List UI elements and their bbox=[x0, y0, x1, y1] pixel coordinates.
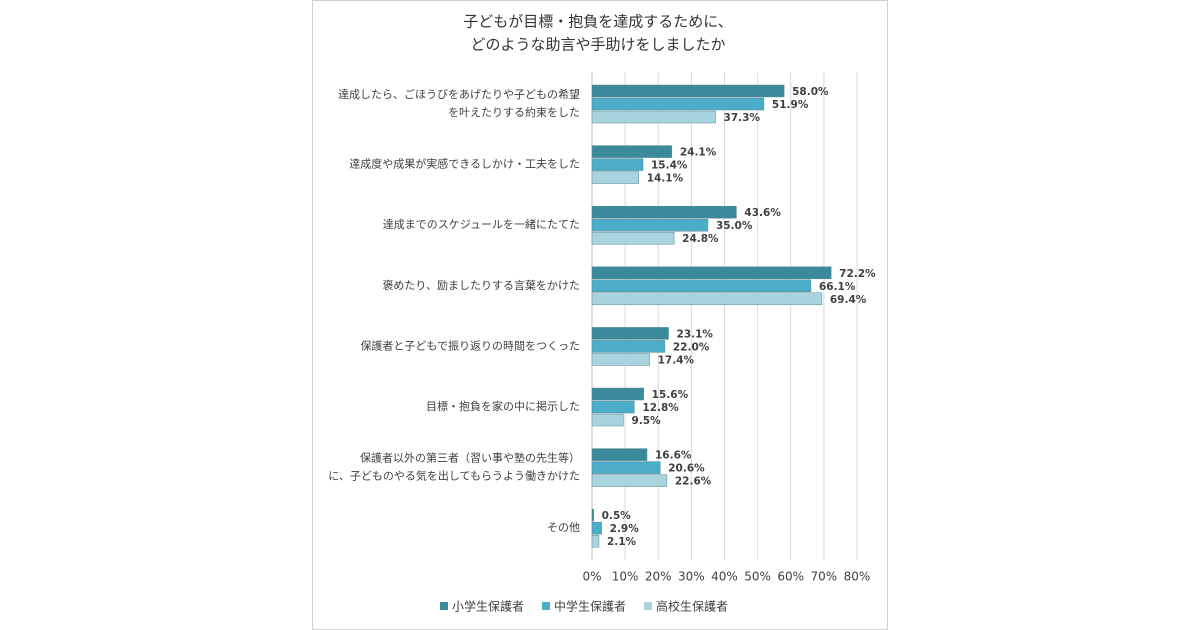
value-label: 72.2% bbox=[839, 268, 876, 280]
value-label: 58.0% bbox=[792, 86, 829, 98]
legend-label: 中学生保護者 bbox=[554, 599, 626, 614]
y-tick-label: 達成したら、ごほうびをあげたりや子どもの希望 bbox=[338, 87, 580, 101]
value-label: 2.1% bbox=[607, 536, 637, 548]
value-label: 15.4% bbox=[651, 160, 688, 172]
chart-title: 子どもが目標・抱負を達成するために、 bbox=[463, 13, 733, 31]
x-tick-label: 60% bbox=[777, 570, 804, 584]
y-tick-label: 達成度や成果が実感できるしかけ・工夫をした bbox=[349, 157, 580, 171]
bar bbox=[591, 292, 823, 306]
y-tick-label: 保護者と子どもで振り返りの時間をつくった bbox=[360, 338, 580, 352]
x-tick-label: 20% bbox=[645, 570, 672, 584]
y-tick-label: 保護者以外の第三者（習い事や塾の先生等） bbox=[360, 451, 580, 465]
bar bbox=[591, 534, 600, 548]
y-tick-label: を叶えたりする約束をした bbox=[448, 105, 580, 119]
bar bbox=[591, 413, 624, 427]
value-label: 66.1% bbox=[819, 281, 856, 293]
bar bbox=[591, 84, 785, 98]
y-tick-label: 褒めたり、励ましたりする言葉をかけた bbox=[382, 278, 580, 292]
bar bbox=[591, 340, 666, 353]
bar bbox=[591, 110, 716, 124]
value-label: 35.0% bbox=[716, 220, 753, 232]
value-label: 16.6% bbox=[655, 450, 692, 462]
value-label: 22.6% bbox=[675, 476, 712, 488]
value-label: 15.6% bbox=[652, 389, 689, 401]
bar bbox=[591, 508, 594, 522]
y-tick-label: 目標・抱負を家の中に掲示した bbox=[426, 399, 580, 413]
value-label: 2.9% bbox=[610, 523, 640, 535]
x-tick-label: 50% bbox=[744, 570, 771, 584]
value-label: 69.4% bbox=[830, 294, 867, 306]
bar bbox=[591, 145, 673, 158]
legend-label: 小学生保護者 bbox=[452, 599, 524, 614]
legend-swatch bbox=[440, 602, 448, 610]
legend-swatch bbox=[542, 602, 551, 610]
value-label: 12.8% bbox=[642, 402, 679, 414]
bar bbox=[591, 279, 812, 293]
bar bbox=[591, 171, 639, 184]
x-tick-label: 0% bbox=[582, 570, 601, 584]
y-tick-label: 達成までのスケジュールを一緒にたてた bbox=[383, 217, 580, 231]
bar bbox=[591, 521, 602, 535]
y-tick-label: に、子どものやる気を出してもらうよう働きかけた bbox=[328, 469, 580, 483]
x-tick-label: 70% bbox=[811, 570, 838, 584]
value-label: 24.1% bbox=[680, 147, 717, 159]
x-tick-label: 10% bbox=[612, 570, 639, 584]
bar bbox=[591, 266, 832, 280]
legend-swatch bbox=[644, 602, 653, 610]
y-tick-label: その他 bbox=[547, 521, 580, 534]
value-label: 9.5% bbox=[631, 415, 661, 427]
value-label: 20.6% bbox=[668, 463, 705, 475]
bar bbox=[591, 231, 675, 245]
bar bbox=[591, 205, 737, 219]
value-label: 43.6% bbox=[744, 207, 781, 219]
bar bbox=[591, 218, 709, 232]
value-label: 22.0% bbox=[673, 341, 710, 353]
bar bbox=[591, 448, 648, 461]
bar bbox=[591, 327, 669, 340]
bar bbox=[591, 474, 668, 487]
value-label: 14.1% bbox=[647, 173, 684, 185]
value-label: 37.3% bbox=[724, 112, 761, 124]
bar bbox=[591, 461, 661, 474]
value-label: 24.8% bbox=[682, 233, 719, 245]
legend-label: 高校生保護者 bbox=[656, 599, 728, 614]
value-label: 0.5% bbox=[602, 510, 632, 522]
value-label: 17.4% bbox=[658, 354, 695, 366]
bar bbox=[591, 353, 650, 366]
chart-title: どのような助言や手助けをしましたか bbox=[470, 36, 725, 54]
x-tick-label: 40% bbox=[711, 570, 738, 584]
bar bbox=[591, 387, 644, 401]
bar bbox=[591, 400, 635, 414]
bar bbox=[591, 158, 644, 171]
value-label: 51.9% bbox=[772, 99, 809, 111]
value-label: 23.1% bbox=[677, 328, 714, 340]
x-tick-label: 80% bbox=[844, 570, 871, 584]
x-tick-label: 30% bbox=[678, 570, 705, 584]
bar bbox=[591, 97, 765, 111]
